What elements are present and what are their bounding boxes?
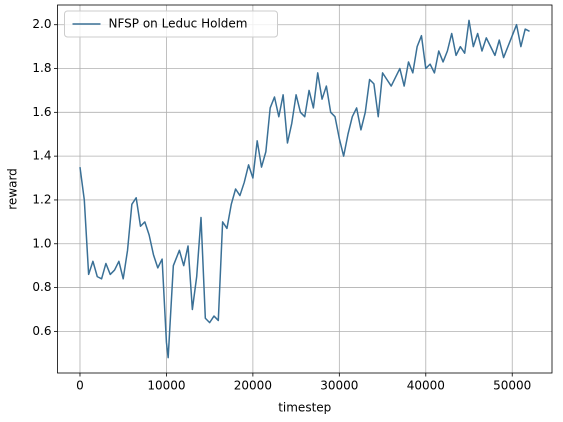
x-tick-label: 50000 bbox=[493, 379, 531, 393]
y-tick-label: 1.2 bbox=[32, 192, 51, 206]
y-tick-label: 0.6 bbox=[32, 324, 51, 338]
y-tick-label: 1.4 bbox=[32, 149, 51, 163]
x-tick-label: 0 bbox=[76, 379, 84, 393]
y-tick-label: 1.6 bbox=[32, 105, 51, 119]
x-tick-label: 20000 bbox=[234, 379, 272, 393]
legend-box bbox=[64, 10, 278, 38]
legend-label: NFSP on Leduc Holdem bbox=[109, 17, 248, 31]
x-axis-label: timestep bbox=[278, 401, 331, 415]
plot-frame bbox=[57, 4, 553, 374]
x-tick-label: 30000 bbox=[320, 379, 358, 393]
x-tick-label: 10000 bbox=[147, 379, 185, 393]
y-tick-label: 0.8 bbox=[32, 280, 51, 294]
y-axis-label: reward bbox=[6, 168, 20, 210]
data-line bbox=[79, 19, 530, 359]
y-tick-label: 1.0 bbox=[32, 236, 51, 250]
y-tick-label: 1.8 bbox=[32, 61, 51, 75]
x-tick-label: 40000 bbox=[407, 379, 445, 393]
y-tick-label: 2.0 bbox=[32, 17, 51, 31]
